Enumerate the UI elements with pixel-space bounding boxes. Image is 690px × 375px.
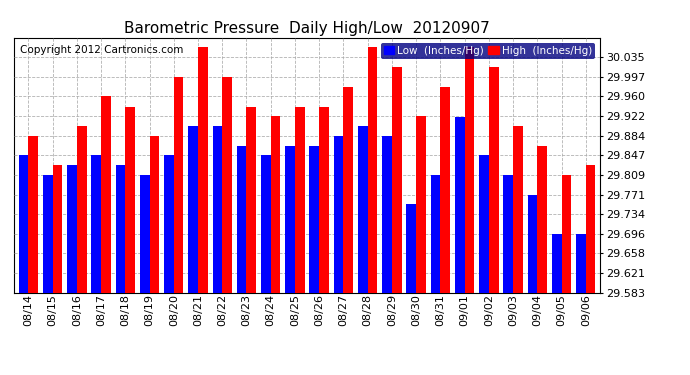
Text: Copyright 2012 Cartronics.com: Copyright 2012 Cartronics.com [19,45,183,55]
Bar [358,126,368,292]
Bar [188,126,198,292]
Bar [562,175,571,292]
Bar [319,107,329,292]
Bar [368,47,377,292]
Bar [116,165,126,292]
Bar [504,175,513,292]
Bar [237,146,246,292]
Bar [440,87,450,292]
Bar [464,47,474,292]
Bar [513,126,523,292]
Bar [295,107,304,292]
Bar [28,136,38,292]
Bar [576,234,586,292]
Legend: Low  (Inches/Hg), High  (Inches/Hg): Low (Inches/Hg), High (Inches/Hg) [381,43,595,59]
Bar [455,117,464,292]
Bar [406,204,416,292]
Bar [101,96,110,292]
Bar [164,155,174,292]
Bar [222,77,232,292]
Bar [67,165,77,292]
Bar [310,146,319,292]
Bar [528,195,538,292]
Bar [198,47,208,292]
Bar [392,67,402,292]
Bar [344,87,353,292]
Bar [77,126,86,292]
Bar [270,116,280,292]
Bar [382,136,392,292]
Bar [126,107,135,292]
Bar [586,165,595,292]
Bar [150,136,159,292]
Bar [213,126,222,292]
Bar [416,116,426,292]
Bar [52,165,62,292]
Bar [43,175,52,292]
Bar [261,155,270,292]
Bar [174,77,184,292]
Bar [285,146,295,292]
Title: Barometric Pressure  Daily High/Low  20120907: Barometric Pressure Daily High/Low 20120… [124,21,490,36]
Bar [19,155,28,292]
Bar [538,146,547,292]
Bar [489,67,498,292]
Bar [334,136,344,292]
Bar [91,155,101,292]
Bar [431,175,440,292]
Bar [552,234,562,292]
Bar [479,155,489,292]
Bar [140,175,150,292]
Bar [246,107,256,292]
